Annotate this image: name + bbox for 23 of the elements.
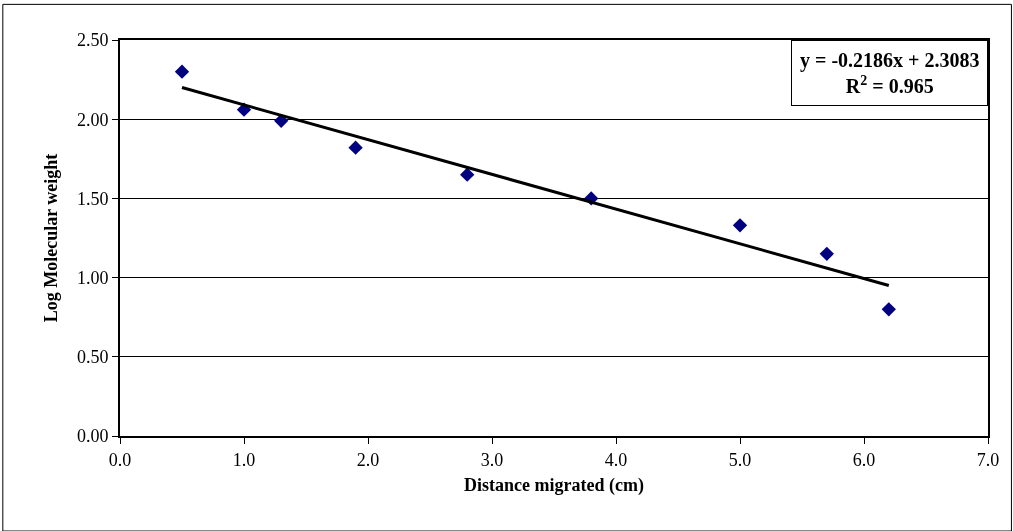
point bbox=[819, 246, 834, 261]
x-tick-label: 3.0 bbox=[480, 449, 504, 470]
point bbox=[460, 167, 475, 182]
x-tick-label: 1.0 bbox=[232, 449, 256, 470]
x-tick-label: 2.0 bbox=[356, 449, 380, 470]
point bbox=[174, 64, 190, 79]
x-tick-label: 0.0 bbox=[108, 449, 132, 470]
x-tick-label: 5.0 bbox=[728, 449, 752, 470]
y-tick-label: 0.00 bbox=[76, 426, 109, 447]
x-tick-label: 7.0 bbox=[976, 449, 1000, 470]
y-tick-label: 2.50 bbox=[76, 30, 109, 51]
y-tick-label: 2.00 bbox=[76, 109, 109, 130]
y-tick-label: 1.00 bbox=[76, 267, 109, 288]
annotation: y = -0.2186x + 2.3083 R$^{2}$ = 0.965 bbox=[800, 49, 980, 97]
y-axis-title: Log Molecular weight bbox=[40, 153, 61, 323]
y-tick-label: 0.50 bbox=[76, 347, 109, 368]
x-tick-label: 4.0 bbox=[604, 449, 628, 470]
point bbox=[348, 140, 363, 155]
x-axis-title: Distance migrated (cm) bbox=[464, 475, 644, 497]
point bbox=[732, 218, 748, 233]
x-tick-label: 6.0 bbox=[852, 449, 876, 470]
y-tick-label: 1.50 bbox=[76, 188, 109, 209]
point bbox=[881, 302, 896, 317]
